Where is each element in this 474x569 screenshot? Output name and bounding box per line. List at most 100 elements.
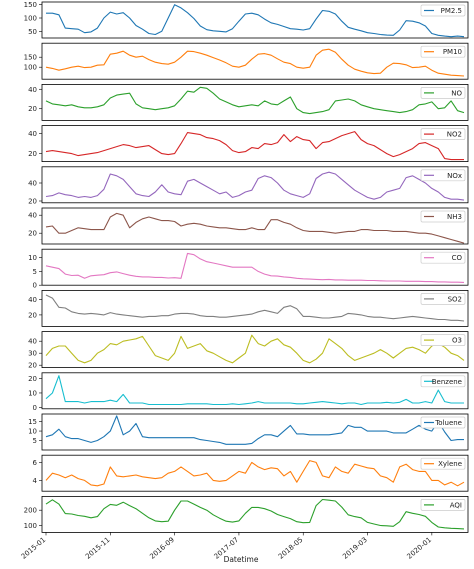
panel-frame bbox=[41, 125, 469, 162]
y-tick-label: 20 bbox=[28, 311, 37, 319]
series-line-xylene bbox=[45, 460, 465, 487]
legend-label: SO2 bbox=[448, 295, 462, 303]
panel-frame bbox=[41, 454, 469, 492]
y-tick-label: 20 bbox=[28, 150, 37, 158]
panel-frame bbox=[41, 1, 469, 39]
series-line-so2 bbox=[45, 294, 465, 322]
panel-aqi: 100 200 AQI bbox=[24, 495, 469, 533]
legend-label: NO bbox=[451, 89, 462, 97]
legend-box bbox=[420, 251, 466, 264]
panel-frame bbox=[41, 495, 469, 533]
panel-frame bbox=[41, 372, 469, 410]
panel-frame bbox=[41, 248, 469, 286]
legend-box bbox=[420, 4, 466, 17]
y-tick-label: 20 bbox=[28, 375, 37, 383]
x-tick-label: 2016-09 bbox=[148, 536, 176, 561]
panel-toluene: 510 15 Toluene bbox=[28, 413, 469, 451]
series-line-o3 bbox=[45, 334, 465, 364]
y-tick-label: 5 bbox=[33, 268, 37, 276]
legend-label: NO2 bbox=[447, 131, 462, 139]
panel-nh3: 20 40 NH3 bbox=[28, 207, 469, 245]
y-tick-label: 30 bbox=[28, 350, 37, 358]
series-line-aqi bbox=[45, 498, 465, 530]
series-line-pm2-5 bbox=[46, 4, 465, 38]
legend-label: CO bbox=[452, 254, 463, 262]
y-tick-label: 10 bbox=[28, 389, 37, 397]
y-tick-label: 0 bbox=[33, 404, 37, 412]
series-line-nh3 bbox=[45, 212, 465, 244]
panel-no2: 20 40 NO2 bbox=[28, 125, 469, 162]
legend-box bbox=[420, 375, 466, 388]
panel-xylene: 4 6 Xylene bbox=[33, 454, 469, 492]
x-tick-label: 2015-11 bbox=[84, 536, 112, 561]
x-tick-label: 2015-01 bbox=[20, 536, 48, 561]
y-tick-label: 10 bbox=[28, 428, 37, 436]
series-line-nox bbox=[45, 171, 465, 201]
y-tick-label: 100 bbox=[24, 522, 37, 530]
panel-co: 0 5 10 CO bbox=[28, 248, 469, 290]
legend-box bbox=[420, 128, 466, 140]
series-line-no bbox=[45, 86, 465, 115]
y-tick-label: 40 bbox=[28, 296, 37, 304]
legend-label: PM10 bbox=[443, 48, 462, 56]
y-tick-label: 10 bbox=[28, 254, 37, 262]
legend-box bbox=[420, 499, 466, 511]
x-tick-label: 2019-03 bbox=[341, 536, 369, 561]
panel-frame bbox=[41, 331, 469, 369]
y-tick-label: 5 bbox=[33, 437, 37, 445]
x-axis-label: Datetime bbox=[224, 555, 259, 564]
series-line-no2 bbox=[45, 131, 464, 161]
y-tick-label: 40 bbox=[28, 180, 37, 188]
panel-frame bbox=[41, 289, 469, 327]
y-tick-label: 40 bbox=[28, 86, 37, 94]
y-tick-label: 0 bbox=[33, 282, 37, 290]
x-tick-label: 2020-01 bbox=[406, 536, 434, 561]
x-tick-label: 2018-05 bbox=[277, 536, 305, 561]
panel-benzene: 0 10 20 Benzene bbox=[28, 372, 469, 412]
legend-box bbox=[420, 416, 466, 429]
panel-pm2-5: 50 100 150 PM2.5 bbox=[24, 1, 469, 39]
panel-nox: 20 40 NOx bbox=[28, 166, 469, 206]
panel-frame bbox=[41, 84, 469, 121]
legend-box bbox=[420, 457, 466, 470]
legend-label: NH3 bbox=[447, 213, 462, 221]
series-line-toluene bbox=[45, 415, 464, 445]
panel-frame bbox=[41, 42, 469, 80]
y-tick-label: 40 bbox=[28, 338, 37, 346]
legend-label: Xylene bbox=[438, 460, 462, 468]
panel-frame bbox=[41, 207, 469, 245]
legend-box bbox=[420, 334, 466, 346]
legend-box bbox=[420, 169, 466, 182]
legend-box bbox=[420, 293, 466, 305]
panel-o3: 20 30 40 O3 bbox=[28, 331, 469, 370]
panel-frame bbox=[41, 413, 469, 451]
y-tick-label: 20 bbox=[28, 230, 37, 238]
y-tick-label: 15 bbox=[28, 418, 37, 426]
panel-pm10: 100 150 PM10 bbox=[24, 42, 469, 80]
y-tick-label: 50 bbox=[28, 28, 37, 36]
legend-label: PM2.5 bbox=[441, 7, 462, 15]
series-line-benzene bbox=[45, 375, 464, 406]
series-line-pm10 bbox=[45, 48, 465, 77]
y-tick-label: 100 bbox=[24, 15, 37, 23]
y-tick-label: 20 bbox=[28, 198, 37, 206]
y-tick-label: 20 bbox=[28, 362, 37, 370]
legend-label: Benzene bbox=[432, 378, 462, 386]
y-tick-label: 40 bbox=[28, 130, 37, 138]
y-tick-label: 100 bbox=[24, 64, 37, 72]
legend-label: NOx bbox=[447, 172, 462, 180]
legend-box bbox=[420, 210, 466, 223]
legend-label: AQI bbox=[450, 501, 462, 509]
panel-so2: 20 40 SO2 bbox=[28, 289, 469, 327]
panel-frame bbox=[41, 166, 469, 204]
y-tick-label: 20 bbox=[28, 105, 37, 113]
legend-box bbox=[420, 45, 466, 58]
legend-box bbox=[420, 87, 466, 99]
y-tick-label: 150 bbox=[24, 1, 37, 9]
y-tick-label: 40 bbox=[28, 212, 37, 220]
panel-no: 20 40 NO bbox=[28, 84, 469, 121]
y-tick-label: 150 bbox=[24, 54, 37, 62]
